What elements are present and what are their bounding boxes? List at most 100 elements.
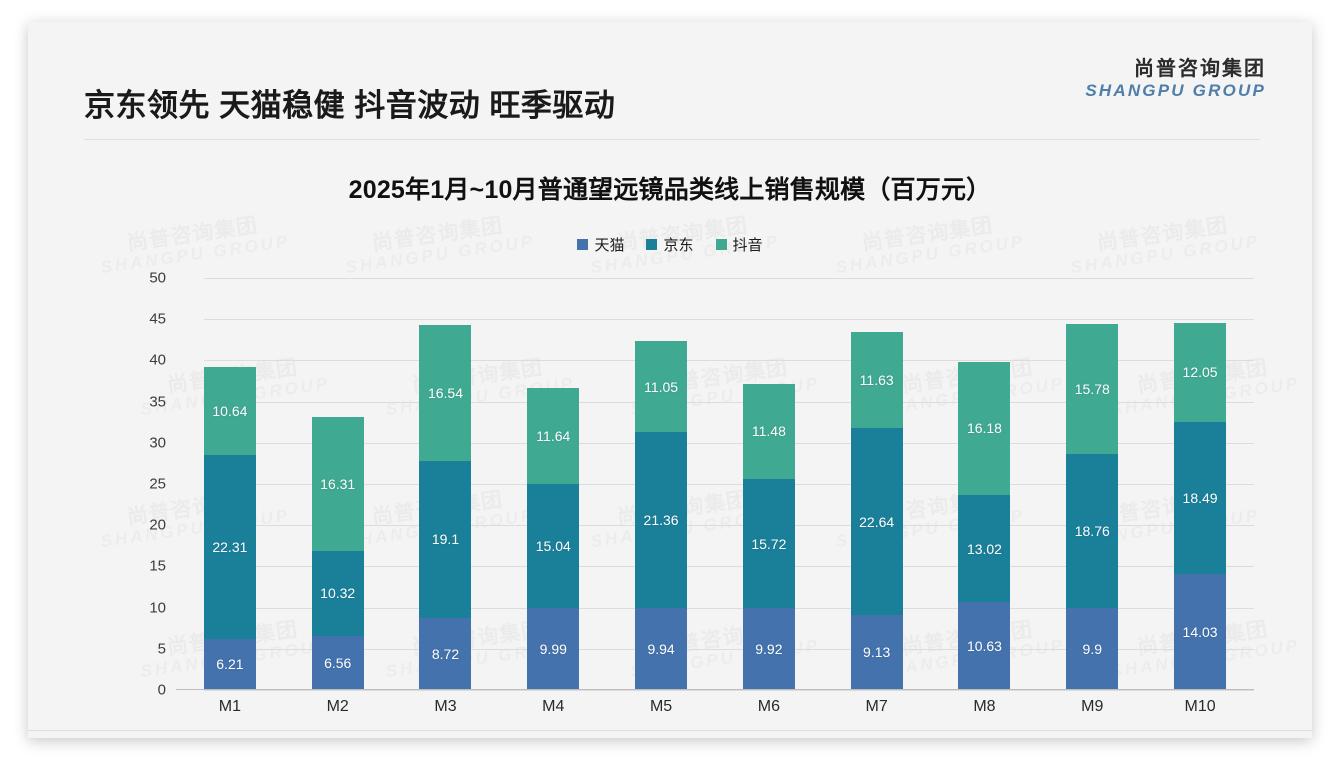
bar-group-M9: 15.78 18.76 9.9 xyxy=(1066,278,1119,690)
bar-segment-天猫[interactable]: 9.92 xyxy=(742,608,795,690)
bar-segment-天猫[interactable]: 6.21 xyxy=(203,638,256,690)
bar-segment-抖音[interactable]: 11.64 xyxy=(527,387,580,484)
bar-value-label: 14.03 xyxy=(1182,624,1218,641)
bar-value-label: 11.63 xyxy=(859,372,894,389)
legend-item-京东[interactable]: 京东 xyxy=(646,234,694,255)
bar-value-label: 16.31 xyxy=(320,475,356,492)
legend-item-抖音[interactable]: 抖音 xyxy=(715,234,763,255)
bar-segment-抖音[interactable]: 11.05 xyxy=(635,341,688,433)
bar-segment-天猫[interactable]: 14.03 xyxy=(1174,574,1227,690)
bar-segment-京东[interactable]: 15.72 xyxy=(742,478,795,609)
x-axis-label: M5 xyxy=(649,698,673,715)
bar-group-M2: 16.31 10.32 6.56 xyxy=(311,278,364,690)
bar-segment-天猫[interactable]: 9.99 xyxy=(527,607,580,690)
bar-value-label: 11.48 xyxy=(751,423,786,440)
y-axis-tick-label: 10 xyxy=(149,599,166,617)
bar-segment-京东[interactable]: 21.36 xyxy=(635,432,688,609)
legend-item-天猫[interactable]: 天猫 xyxy=(577,234,624,255)
bar-segment-京东[interactable]: 18.76 xyxy=(1066,453,1119,609)
legend-label: 抖音 xyxy=(732,237,763,254)
legend-swatch-icon xyxy=(577,239,589,250)
y-axis-tick-label: 5 xyxy=(157,640,166,658)
bar-group-M3: 16.54 19.1 8.72 xyxy=(419,278,472,690)
gridline xyxy=(204,319,1254,321)
legend-label: 天猫 xyxy=(594,237,625,254)
y-axis-tick-label: 30 xyxy=(149,434,166,452)
gridline xyxy=(204,648,1254,650)
bar-segment-京东[interactable]: 18.49 xyxy=(1174,422,1227,575)
bar-value-label: 18.49 xyxy=(1182,490,1218,507)
bar-value-label: 15.78 xyxy=(1074,380,1110,397)
bar-segment-京东[interactable]: 22.31 xyxy=(203,455,256,639)
bar-segment-抖音[interactable]: 11.48 xyxy=(742,384,795,479)
gridline xyxy=(204,607,1254,609)
bar-segment-京东[interactable]: 15.04 xyxy=(527,483,580,608)
shangpu-logo: 尚普咨询集团 SHANGPU GROUP xyxy=(1085,58,1266,101)
y-axis-tick-label: 0 xyxy=(157,681,166,699)
bar-segment-京东[interactable]: 22.64 xyxy=(850,428,903,615)
chart-title: 2025年1月~10月普通望远镜品类线上销售规模（百万元） xyxy=(348,176,992,204)
slide: 尚普咨询集团 SHANGPU GROUP 尚普咨询集团 SHANGPU GROUP 尚普… xyxy=(28,22,1312,738)
bar-segment-天猫[interactable]: 8.72 xyxy=(419,618,472,690)
gridline xyxy=(204,484,1254,485)
gridline xyxy=(204,401,1254,403)
bar-segment-抖音[interactable]: 11.63 xyxy=(850,332,903,429)
page-title: 京东领先 天猫稳健 抖音波动 旺季驱动 xyxy=(84,88,616,123)
bar-segment-抖音[interactable]: 15.78 xyxy=(1066,323,1119,454)
x-axis-label: M3 xyxy=(434,698,457,715)
x-axis-label: M4 xyxy=(542,698,565,715)
bar-group-M10: 12.05 18.49 14.03 xyxy=(1174,278,1227,690)
bar-value-label: 22.31 xyxy=(212,538,248,555)
legend-label: 京东 xyxy=(663,237,694,254)
gridline xyxy=(204,360,1254,362)
bar-segment-抖音[interactable]: 16.54 xyxy=(419,324,472,461)
y-axis-tick-label: 50 xyxy=(149,269,166,287)
logo-english-text: SHANGPU GROUP xyxy=(1085,81,1266,100)
chart-plot-area: 0 5 10 15 20 25 30 35 40 45 50 10.64 22.31 6.21 16.31… xyxy=(149,270,1254,699)
bar-value-label: 18.76 xyxy=(1074,523,1110,540)
bar-segment-抖音[interactable]: 12.05 xyxy=(1174,322,1227,423)
bar-value-label: 22.64 xyxy=(859,513,895,530)
bar-value-label: 9.99 xyxy=(539,640,567,657)
bar-segment-京东[interactable]: 10.32 xyxy=(311,550,364,636)
gridline xyxy=(204,566,1254,568)
bar-segment-京东[interactable]: 13.02 xyxy=(958,495,1011,603)
bar-value-label: 8.72 xyxy=(431,646,460,663)
y-axis-tick-label: 25 xyxy=(149,475,166,493)
x-axis-label: M9 xyxy=(1081,698,1104,715)
x-axis-label: M1 xyxy=(218,698,241,715)
x-axis-label: M6 xyxy=(757,698,780,715)
bar-value-label: 9.94 xyxy=(647,641,675,658)
slide-header: 京东领先 天猫稳健 抖音波动 旺季驱动 尚普咨询集团 SHANGPU GROUP xyxy=(28,22,1312,123)
bar-series-container: 10.64 22.31 6.21 16.31 10.32 6.56 16.54 19.1 8.7… xyxy=(176,278,1254,690)
legend-swatch-icon xyxy=(646,239,658,250)
y-axis-tick-label: 40 xyxy=(149,351,166,369)
bar-group-M6: 11.48 15.72 9.92 xyxy=(742,278,795,690)
bar-value-label: 10.32 xyxy=(320,585,356,602)
bar-segment-天猫[interactable]: 10.63 xyxy=(958,602,1011,690)
footer-divider xyxy=(28,730,1312,731)
bar-value-label: 19.1 xyxy=(431,531,460,548)
chart-legend: 天猫 京东 抖音 xyxy=(28,234,1312,255)
bar-segment-天猫[interactable]: 9.13 xyxy=(850,614,903,690)
bar-value-label: 15.72 xyxy=(751,535,787,552)
x-axis-labels: M1 M2 M3 M4 M5 M6 M7 M8 M9 M10 xyxy=(176,698,1254,716)
y-axis-tick-label: 15 xyxy=(149,557,166,575)
bar-segment-天猫[interactable]: 9.94 xyxy=(635,608,688,690)
bar-segment-抖音[interactable]: 16.31 xyxy=(311,416,364,551)
y-axis-tick-label: 35 xyxy=(149,393,166,411)
bar-group-M7: 11.63 22.64 9.13 xyxy=(850,278,903,690)
legend-swatch-icon xyxy=(715,239,727,250)
bar-value-label: 16.18 xyxy=(966,420,1002,437)
bar-segment-天猫[interactable]: 6.56 xyxy=(311,635,364,690)
bar-segment-抖音[interactable]: 16.18 xyxy=(958,361,1011,496)
bar-segment-天猫[interactable]: 9.9 xyxy=(1066,608,1119,690)
bar-value-label: 9.9 xyxy=(1082,641,1102,658)
bar-value-label: 10.63 xyxy=(966,638,1002,655)
bar-segment-抖音[interactable]: 10.64 xyxy=(203,367,256,456)
bar-value-label: 10.64 xyxy=(212,403,248,420)
bar-value-label: 9.13 xyxy=(863,644,891,661)
bar-group-M1: 10.64 22.31 6.21 xyxy=(203,278,256,690)
bar-segment-京东[interactable]: 19.1 xyxy=(419,460,472,619)
y-axis-tick-label: 45 xyxy=(149,310,166,328)
